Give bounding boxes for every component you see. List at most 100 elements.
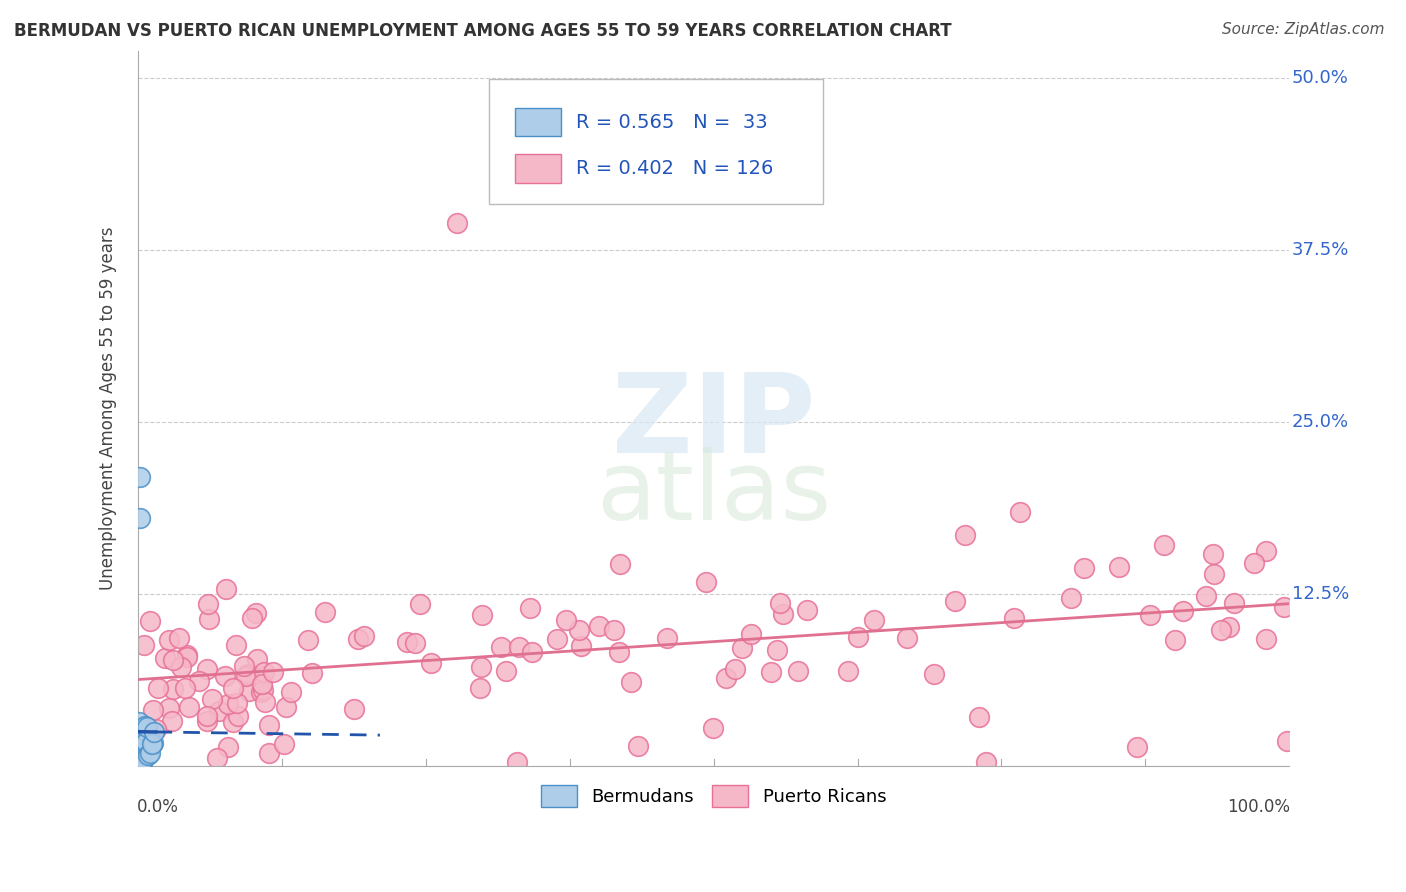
Point xyxy=(837,664,859,678)
Point xyxy=(626,739,648,753)
Point xyxy=(131,756,153,771)
Point xyxy=(233,659,256,673)
Point xyxy=(1256,544,1278,558)
Point xyxy=(217,740,239,755)
Point xyxy=(139,746,162,760)
Point xyxy=(127,748,149,763)
Point xyxy=(506,755,529,769)
Text: 12.5%: 12.5% xyxy=(1292,585,1348,603)
Point xyxy=(787,664,810,678)
Point xyxy=(143,724,166,739)
Point xyxy=(127,738,149,752)
Point xyxy=(1060,591,1083,606)
Point xyxy=(297,633,319,648)
Point xyxy=(740,627,762,641)
Point xyxy=(129,733,152,747)
Point xyxy=(262,665,284,680)
Point xyxy=(142,736,165,750)
Point xyxy=(1272,600,1295,615)
Point xyxy=(195,709,218,723)
Point xyxy=(252,677,274,691)
Point xyxy=(127,748,149,763)
Point xyxy=(276,699,298,714)
Point xyxy=(446,215,468,229)
Point xyxy=(136,720,159,734)
Point xyxy=(141,737,163,751)
Point xyxy=(1275,734,1298,748)
Point xyxy=(695,574,717,589)
Point xyxy=(1108,559,1130,574)
Point xyxy=(135,723,157,738)
Point xyxy=(716,672,738,686)
Point xyxy=(225,638,247,652)
Point xyxy=(136,748,159,763)
Point xyxy=(167,631,190,645)
Point xyxy=(127,742,149,756)
Text: 0.0%: 0.0% xyxy=(136,797,179,816)
Point xyxy=(225,696,247,710)
Point xyxy=(1002,611,1025,625)
Point xyxy=(132,638,155,652)
Point xyxy=(198,612,221,626)
Legend: Bermudans, Puerto Ricans: Bermudans, Puerto Ricans xyxy=(534,777,894,814)
Point xyxy=(609,558,631,572)
Point xyxy=(396,635,419,649)
Point xyxy=(157,700,180,714)
Point xyxy=(176,648,198,662)
Point xyxy=(207,704,229,718)
Point xyxy=(974,755,997,769)
Point xyxy=(226,708,249,723)
Point xyxy=(489,640,512,655)
Point xyxy=(1202,547,1225,561)
Point xyxy=(796,603,818,617)
Point xyxy=(1218,620,1240,634)
Point xyxy=(170,660,193,674)
Point xyxy=(240,611,263,625)
Point xyxy=(235,669,257,683)
Point xyxy=(724,662,747,676)
Point xyxy=(145,723,167,737)
Point xyxy=(470,659,492,673)
Text: Source: ZipAtlas.com: Source: ZipAtlas.com xyxy=(1222,22,1385,37)
Point xyxy=(769,596,792,610)
Point xyxy=(772,607,794,622)
Point xyxy=(471,608,494,623)
Point xyxy=(201,691,224,706)
Point xyxy=(603,623,626,637)
Point xyxy=(222,715,245,730)
Point xyxy=(215,582,238,597)
Point xyxy=(1223,596,1246,610)
Point xyxy=(846,631,869,645)
Point xyxy=(162,653,184,667)
Point xyxy=(195,714,218,729)
Point xyxy=(250,685,273,699)
Point xyxy=(569,639,592,653)
Point xyxy=(207,751,229,765)
Point xyxy=(160,714,183,729)
Point xyxy=(259,747,281,761)
Point xyxy=(1254,632,1277,647)
Point xyxy=(1153,537,1175,551)
Point xyxy=(922,666,945,681)
Point xyxy=(222,681,245,695)
Point xyxy=(1209,623,1232,637)
Point xyxy=(1073,561,1095,575)
Point xyxy=(236,667,259,681)
Point xyxy=(127,733,149,747)
Point xyxy=(142,703,165,717)
Point xyxy=(520,645,543,659)
Point xyxy=(127,754,149,768)
Point xyxy=(129,511,152,525)
Point xyxy=(238,683,260,698)
Point xyxy=(217,697,239,711)
Point xyxy=(134,719,156,733)
Bar xyxy=(515,108,561,136)
Point xyxy=(702,721,724,735)
Point xyxy=(1164,632,1187,647)
Point xyxy=(139,614,162,628)
Text: R = 0.402   N = 126: R = 0.402 N = 126 xyxy=(575,159,773,178)
Point xyxy=(253,695,276,709)
Bar xyxy=(515,154,561,183)
Point xyxy=(131,754,153,768)
Point xyxy=(519,600,541,615)
